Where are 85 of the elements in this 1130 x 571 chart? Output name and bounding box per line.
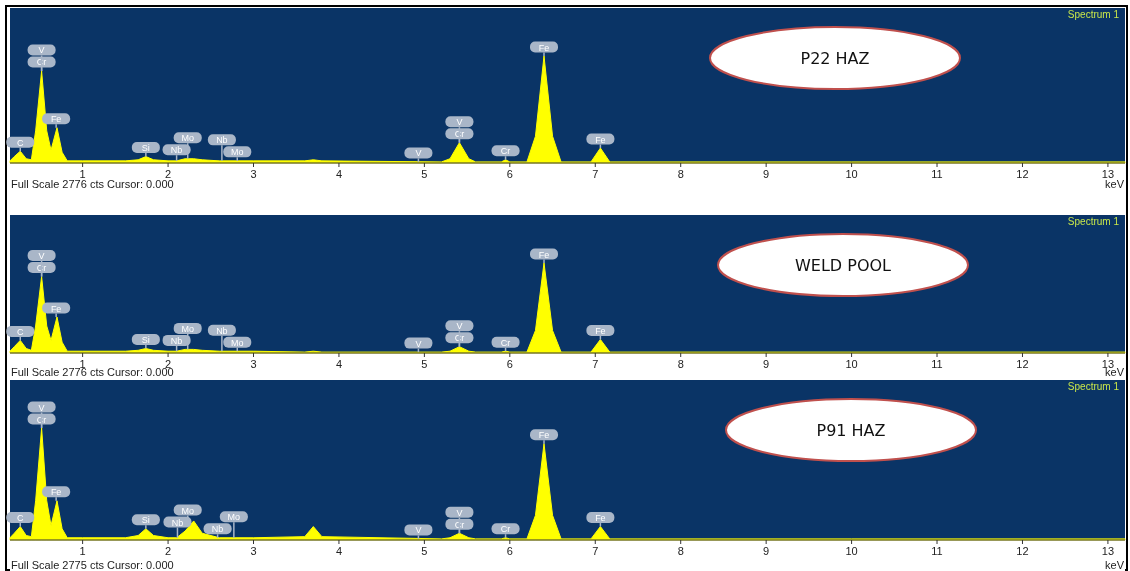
annotation: Fe: [50, 303, 62, 314]
annotation: Fe: [538, 430, 550, 441]
annotation: Cr: [500, 524, 511, 535]
x-tick-label: 4: [335, 358, 343, 370]
annotation: Si: [141, 515, 150, 526]
x-tick-label: 7: [592, 545, 599, 557]
annotation: C: [17, 326, 24, 337]
chart-title: P22 HAZ: [800, 49, 870, 68]
x-tick-label: 11: [931, 545, 943, 557]
x-tick-label: 5: [421, 168, 428, 180]
chart-subtitle: Spectrum 1: [1067, 381, 1120, 392]
x-tick-label: 11: [931, 358, 943, 370]
annotation: V: [456, 507, 463, 518]
x-tick-label: 5: [421, 545, 428, 557]
x-tick-label: 10: [845, 168, 858, 180]
annotation: Fe: [538, 249, 550, 260]
annotation: V: [456, 321, 463, 332]
x-tick-label: 1: [79, 168, 86, 180]
x-tick-label: 9: [763, 358, 770, 370]
annotation: Mo: [181, 323, 194, 334]
x-tick-label: 13: [1101, 168, 1115, 180]
x-tick-label: 12: [1016, 168, 1029, 180]
x-tick-label: 1: [79, 545, 86, 557]
annotation: Mo: [231, 337, 244, 348]
annotation: C: [17, 137, 24, 148]
x-tick-label: 8: [677, 545, 684, 557]
x-tick-label: 9: [763, 545, 770, 557]
x-tick-label: 4: [335, 168, 343, 180]
chart-subtitle: Spectrum 1: [1067, 9, 1120, 20]
annotation: Mo: [227, 512, 241, 523]
chart-title: WELD POOL: [795, 256, 892, 275]
annotation: V: [415, 338, 422, 349]
annotation: Nb: [216, 135, 228, 146]
x-tick-label: 8: [677, 168, 684, 180]
x-tick-label: 7: [592, 358, 599, 370]
annotation: Fe: [50, 114, 62, 125]
annotation: Fe: [538, 42, 550, 53]
x-tick-label: 10: [845, 545, 858, 557]
x-tick-label: 2: [165, 545, 172, 557]
text: Full Scale 2776 cts Cursor: 0.000: [11, 178, 174, 190]
annotation: Si: [141, 143, 150, 154]
text: Full Scale 2775 cts Cursor: 0.000: [11, 559, 174, 571]
annotation: Nb: [171, 517, 184, 528]
x-tick-label: 6: [506, 168, 513, 180]
annotation: V: [38, 45, 45, 56]
annotation: Nb: [170, 335, 183, 346]
annotation: V: [415, 525, 422, 536]
annotation: Mo: [181, 505, 194, 516]
annotation: Nb: [211, 524, 224, 535]
x-tick-label: 11: [931, 168, 943, 180]
x-tick-label: 2: [165, 168, 172, 180]
annotation: V: [38, 251, 45, 261]
x-tick-label: 12: [1016, 545, 1029, 557]
x-tick-label: 6: [506, 358, 513, 370]
x-tick-label: 6: [506, 545, 513, 557]
x-axis-title: keV: [1105, 178, 1125, 190]
annotation: Mo: [181, 133, 194, 144]
annotation: V: [38, 402, 45, 413]
x-tick-label: 4: [335, 545, 343, 557]
annotation: Nb: [170, 145, 183, 156]
x-tick-label: 13: [1101, 545, 1115, 557]
x-tick-label: 10: [845, 358, 858, 370]
annotation: Fe: [50, 487, 62, 498]
x-tick-label: 9: [763, 168, 770, 180]
annotation: V: [456, 117, 463, 128]
chart-subtitle: Spectrum 1: [1067, 216, 1120, 227]
x-tick-label: 3: [250, 168, 257, 180]
annotation: Cr: [500, 337, 511, 348]
x-tick-label: 7: [592, 168, 599, 180]
annotation: Nb: [216, 325, 228, 336]
chart-title: P91 HAZ: [816, 421, 886, 440]
annotation: Fe: [595, 513, 606, 524]
annotation: V: [415, 148, 422, 159]
x-tick-label: 3: [250, 545, 257, 557]
annotation: Cr: [500, 146, 511, 157]
x-tick-label: 5: [421, 358, 428, 370]
x-axis-title: keV: [1105, 559, 1125, 571]
annotation: Fe: [595, 134, 606, 145]
x-tick-label: 8: [677, 358, 684, 370]
annotation: Mo: [231, 147, 244, 158]
x-tick-label: 12: [1016, 358, 1029, 370]
annotation: C: [17, 513, 24, 524]
annotation: Fe: [595, 326, 606, 336]
x-tick-label: 3: [250, 358, 257, 370]
annotation: Si: [141, 335, 150, 345]
